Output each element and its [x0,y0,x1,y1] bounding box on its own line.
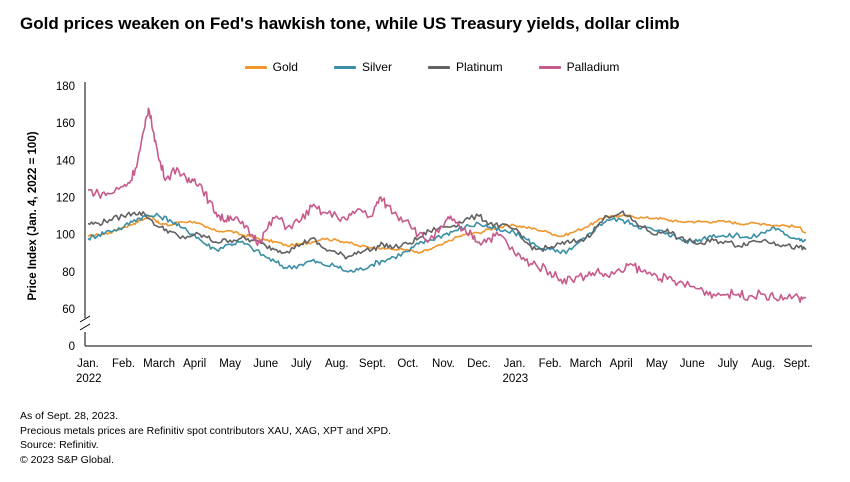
line-chart: 0 60 80 100 120 140 160 180 Price Index (Jan. 4,… [27,81,812,385]
note-source: Source: Refinitiv. [20,439,99,451]
x-tick-label: June [680,358,705,370]
x-tick-label: June [253,358,278,370]
series-line-gold [87,214,807,255]
axis-break-mark [79,315,91,323]
x-tick-label: July [718,358,739,370]
legend-swatch-gold [244,65,267,69]
series-line-palladium [87,107,807,303]
legend-item-gold: Gold [244,60,298,74]
note-date: As of Sept. 28, 2023. [20,410,119,422]
x-tick-label: Jan. [504,358,526,370]
axis-break-mark [79,323,91,331]
series-line-platinum [87,210,807,260]
y-tick-label: 180 [56,81,75,93]
x-tick-year: 2022 [76,373,102,385]
y-tick-label: 80 [62,267,75,279]
axes: 0 60 80 100 120 140 160 180 Price Index (Jan. 4,… [27,81,812,385]
y-tick-label: 120 [56,193,75,205]
y-tick-label: 0 [69,341,75,353]
legend-label-silver: Silver [361,60,392,74]
legend-swatch-palladium [538,65,561,69]
legend-item-silver: Silver [333,60,392,74]
x-tick-label: Aug. [325,358,349,370]
legend-swatch-silver [333,65,356,69]
note-copyright: © 2023 S&P Global. [20,453,114,466]
x-tick-label: May [646,358,668,370]
legend-label-palladium: Palladium [566,60,620,74]
series-lines [87,107,807,303]
legend-swatch-platinum [427,65,450,69]
y-axis-title: Price Index (Jan. 4, 2022 = 100) [27,131,39,300]
legend-item-platinum: Platinum [427,60,503,74]
x-tick-label: Oct. [397,358,418,370]
legend-label-platinum: Platinum [455,60,503,74]
x-tick-label: March [570,358,602,370]
legend-label-gold: Gold [272,60,298,74]
x-tick-label: Sept. [359,358,386,370]
x-tick-label: Jan. [77,358,99,370]
x-tick-year: 2023 [503,373,529,385]
footnotes: As of Sept. 28, 2023. Precious metals pr… [20,409,391,467]
x-tick-label: Feb. [539,358,562,370]
legend-item-palladium: Palladium [538,60,620,74]
x-tick-label: Aug. [752,358,776,370]
x-tick-label: July [291,358,312,370]
x-tick-label: April [183,358,206,370]
x-tick-label: Sept. [783,358,810,370]
x-tick-label: April [610,358,633,370]
y-tick-label: 160 [56,118,75,130]
y-tick-label: 140 [56,155,75,167]
x-tick-label: Dec. [467,358,491,370]
x-tick-label: May [219,358,241,370]
y-tick-label: 100 [56,230,75,242]
x-tick-label: Nov. [432,358,455,370]
x-tick-label: March [143,358,175,370]
x-tick-label: Feb. [112,358,135,370]
note-methodology: Precious metals prices are Refinitiv spo… [20,424,391,437]
y-tick-label: 60 [62,304,75,316]
legend: Gold Silver Platinum Palladium [0,60,850,74]
chart-title: Gold prices weaken on Fed's hawkish tone… [20,14,680,33]
